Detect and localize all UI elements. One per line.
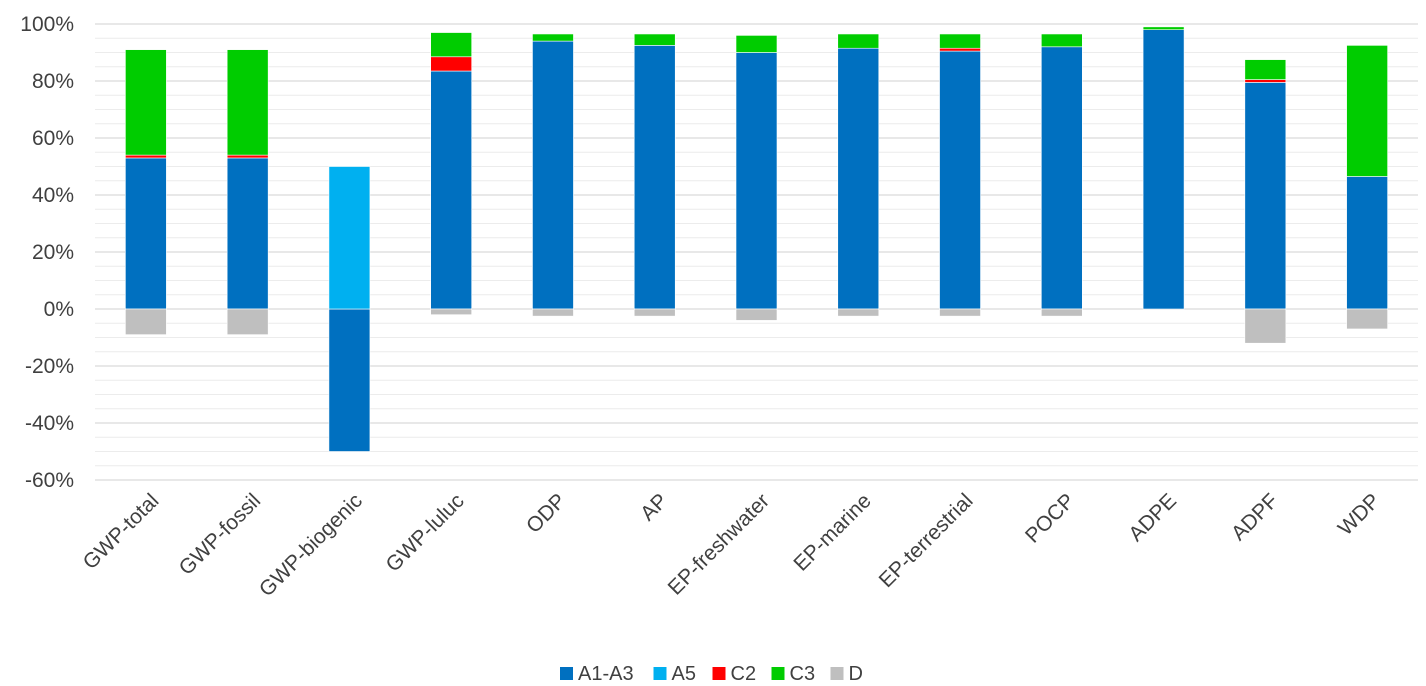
bar-segment-d <box>735 308 778 321</box>
bar-segment-a1-a3 <box>735 52 778 310</box>
bar-segment-a1-a3 <box>1142 29 1185 310</box>
bar-segment-c3 <box>226 49 269 156</box>
bar-segment-a5 <box>328 166 371 310</box>
bar-segment-a1-a3 <box>939 50 981 310</box>
y-tick-label: 80% <box>32 70 74 93</box>
bar-segment-a1-a3 <box>125 157 167 310</box>
bar-segment-c3 <box>837 33 880 49</box>
y-tick-label: 100% <box>20 13 74 36</box>
x-tick-label: ODP <box>522 489 570 537</box>
bar-segment-d <box>1041 308 1083 317</box>
bar-segment-c3 <box>633 33 676 46</box>
x-tick-label: GWP-luluc <box>381 489 468 576</box>
x-tick-label: GWP-total <box>79 489 164 574</box>
legend-swatch-c2 <box>712 667 726 680</box>
bar-segment-a1-a3 <box>1041 46 1083 310</box>
x-tick-label: AP <box>636 489 672 525</box>
legend: A1-A3 A5 C2 C3 D <box>560 663 863 685</box>
bars <box>125 26 1388 452</box>
y-tick-label: 40% <box>32 184 74 207</box>
legend-swatch-a1-a3 <box>560 667 573 680</box>
bar-segment-a1-a3 <box>430 70 472 310</box>
bar-segment-d <box>939 308 981 317</box>
bar-segment-d <box>837 308 880 317</box>
y-tick-label: 20% <box>32 241 74 264</box>
bar-segment-d <box>226 308 269 335</box>
x-tick-label: EP-freshwater <box>664 489 774 599</box>
legend-swatch-a5 <box>653 667 667 680</box>
bar-segment-d <box>430 308 472 315</box>
bar-segment-c2 <box>939 47 981 52</box>
bar-segment-a1-a3 <box>633 45 676 310</box>
y-tick-label: -60% <box>25 469 74 492</box>
bar-segment-c3 <box>125 49 167 156</box>
x-tick-label: GWP-biogenic <box>255 489 367 601</box>
bar-segment-a1-a3 <box>532 40 574 310</box>
bar-segment-c2 <box>430 56 472 72</box>
bar-segment-a1-a3 <box>1346 176 1388 310</box>
legend-label: C2 <box>731 663 757 685</box>
bar-segment-c2 <box>226 154 269 159</box>
x-tick-label: GWP-fossil <box>175 489 266 580</box>
bar-segment-d <box>633 308 676 317</box>
x-tick-label: WDP <box>1334 489 1385 540</box>
legend-label: A1-A3 <box>578 663 634 685</box>
x-tick-label: EP-terrestrial <box>875 489 978 592</box>
y-tick-label: -40% <box>25 412 74 435</box>
bar-segment-d <box>532 308 574 317</box>
y-tick-label: 60% <box>32 127 74 150</box>
bar-segment-c3 <box>939 33 981 49</box>
bar-segment-c2 <box>1244 79 1287 83</box>
y-tick-label: 0% <box>44 298 74 321</box>
legend-swatch-d <box>830 667 844 680</box>
legend-swatch-c3 <box>771 667 785 680</box>
x-tick-label: ADPE <box>1124 489 1181 546</box>
bar-segment-c2 <box>125 154 167 159</box>
y-tick-label: -20% <box>25 355 74 378</box>
bar-segment-a1-a3 <box>1244 82 1287 310</box>
bar-segment-d <box>125 308 167 335</box>
x-tick-label: POCP <box>1021 489 1079 547</box>
x-tick-label: ADPF <box>1227 489 1283 545</box>
bar-segment-c3 <box>1142 26 1185 31</box>
bar-segment-a1-a3 <box>837 47 880 310</box>
bar-segment-c3 <box>1346 45 1388 177</box>
bar-segment-d <box>1346 308 1388 330</box>
bar-segment-c3 <box>735 35 778 53</box>
bar-segment-c3 <box>532 33 574 42</box>
bar-segment-a1-a3 <box>226 157 269 310</box>
bar-segment-c3 <box>1041 33 1083 48</box>
bar-segment-a1-a3 <box>328 308 371 452</box>
bar-segment-d <box>1244 308 1287 344</box>
legend-label: D <box>849 663 863 685</box>
legend-label: C3 <box>790 663 816 685</box>
legend-label: A5 <box>672 663 696 685</box>
y-axis: 100% 80% 60% 40% 20% 0% -20% -40% -60% <box>20 13 74 492</box>
bar-segment-c3 <box>430 32 472 58</box>
x-tick-label: EP-marine <box>789 489 875 575</box>
bar-segment-c3 <box>1244 59 1287 80</box>
